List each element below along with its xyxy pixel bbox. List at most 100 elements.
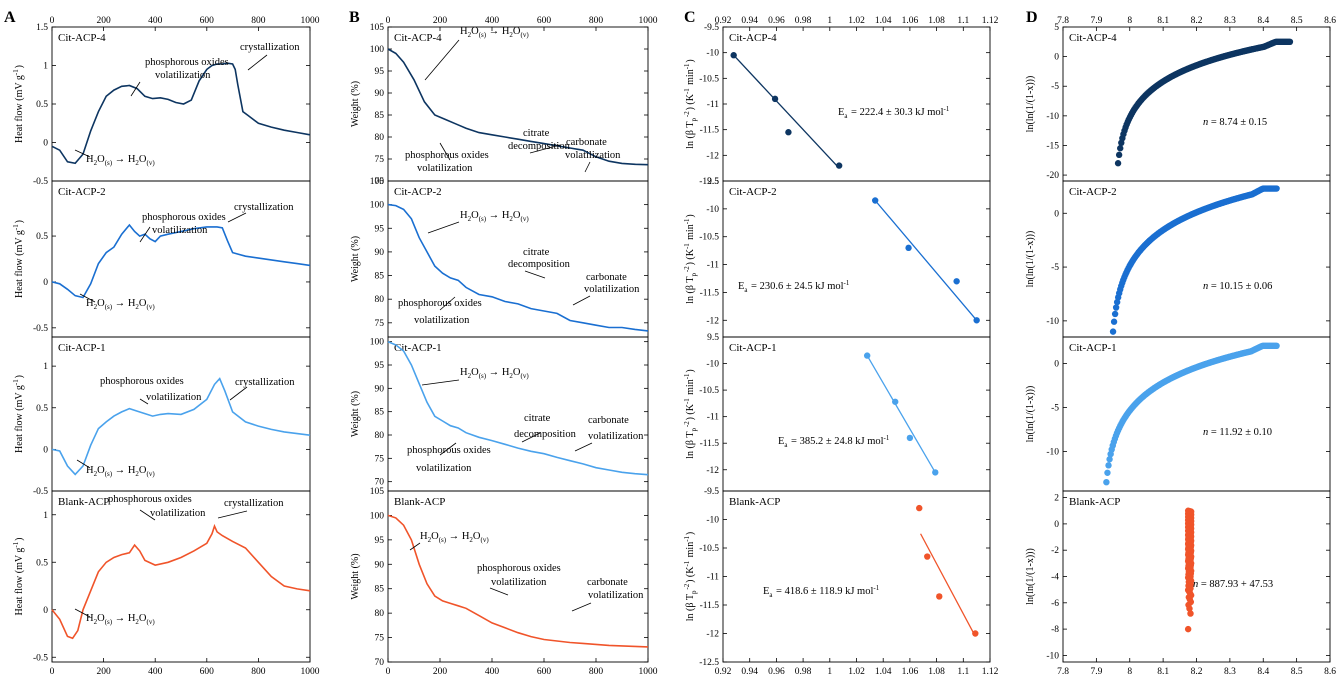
x-tick-label-bottom: 8.5 [1291,667,1303,677]
label-part: O [513,367,521,378]
label-part: a [769,591,773,599]
label-part: n [1203,281,1208,292]
label-part: O [471,367,479,378]
fit-line [920,533,976,637]
data-point [932,469,939,476]
label-part: ) [685,369,696,372]
y-axis-title: ln(ln(1/(1-x))) [1025,231,1036,288]
label-part: O [139,154,147,165]
x-tick-label-bottom: 0.92 [715,667,732,677]
x-tick-label-bottom: 0.94 [741,667,758,677]
y-tick-label: -10.5 [699,233,719,243]
y-tick-label: 95 [375,361,385,371]
label-part: -1 [12,224,20,230]
series-line [387,203,649,332]
x-tick-label-bottom: 600 [200,667,215,677]
annotation-leader [130,81,141,97]
label-part: 2 [469,536,473,544]
label-part: O [431,531,439,542]
annotation-leader [439,296,456,311]
annotation-leader [529,144,561,154]
y-axis-title: Weight (%) [350,236,361,282]
label-part: → H [486,26,510,37]
y-axis-title: Heat flow (mV g-1 ) [12,220,25,298]
y-tick-label: 0 [43,445,48,455]
label-part: 2 [428,536,432,544]
data-point [771,95,779,103]
x-tick-label-top: 1000 [301,16,320,26]
annotation-text: crystallization [234,202,294,213]
label-part: O [97,465,105,476]
y-tick-label: -11 [707,261,720,271]
label-part: O [471,26,479,37]
y-axis-title: Weight (%) [350,81,361,127]
activation-energy-label: Ea = 385.2 ± 24.8 kJ mol-1 [778,434,890,449]
x-tick-label-bottom: 600 [537,667,552,677]
y-tick-label: 1 [43,511,48,521]
y-tick-label: 0 [1054,359,1059,369]
y-tick-label: 0 [43,139,48,149]
annotation-text: phosphorous oxides [108,494,192,505]
y-tick-label: -4 [1051,573,1059,583]
y-tick-label: -11.5 [700,601,720,611]
annotation-leader [489,587,509,596]
annotation-text: phosphorous oxides [100,376,184,387]
y-tick-label: -8 [1051,625,1059,635]
y-axis-title: ln (β Tp -2 ) (K-1 min-1 ) [683,214,698,304]
water-transition-label: H2O(s) → H2O(v) [420,531,489,544]
panel-letter: A [4,9,16,26]
y-tick-label: -10.5 [699,386,719,396]
water-transition-label: H2O(s) → H2O(v) [460,26,529,39]
x-tick-label-bottom: 1.06 [902,667,919,677]
y-tick-label: -12 [706,316,719,326]
data-point [905,244,912,252]
x-tick-label-top: 8.5 [1291,16,1303,26]
label-part: = 230.6 ± 24.5 kJ mol [748,281,843,292]
x-tick-label-bottom: 1.12 [982,667,999,677]
y-tick-label: 90 [375,248,385,258]
y-tick-label: 90 [375,89,385,99]
label-part: → H [486,210,510,221]
label-part: 2 [94,470,98,478]
water-transition-label: H2O(s) → H2O(v) [86,298,155,311]
label-part: min [685,224,696,242]
x-tick-label-bottom: 8.1 [1157,667,1169,677]
label-part: O [97,613,105,624]
y-tick-label: -5 [1051,263,1059,273]
label-part: H [420,531,428,542]
annotation-leader [424,39,460,81]
y-axis-title: ln(ln(1/(1-x))) [1025,76,1036,133]
y-tick-label: -9.5 [704,23,719,33]
y-tick-label: -0.5 [33,653,48,663]
series-name: Blank-ACP [394,496,445,508]
series-line [51,62,311,165]
label-part: = 418.6 ± 118.9 kJ mol [773,586,873,597]
y-tick-label: 0.5 [36,558,48,568]
label-part: Heat flow (mV g [14,75,25,143]
subplot-cit-acp-2: -0.5 0 0.5 Heat flow (mV g-1 ) Cit-ACP-2 [12,180,311,338]
label-part: ln (β T [685,431,696,458]
annotation-leader [574,442,593,452]
y-tick-label: -10 [706,49,719,59]
series-line [387,340,649,476]
fit-line [866,355,936,473]
label-part: ) (K [685,248,696,265]
label-part: p [690,427,698,431]
y-tick-label: 95 [375,224,385,234]
series-line [51,223,311,299]
subplot-blank-acp: -0.5 0 0.5 1 Heat flow (mV g-1 ) Blank-ACP [12,490,311,663]
label-part: ) [14,538,25,541]
y-tick-label: 75 [375,634,385,644]
label-part: = 887.93 + 47.53 [1198,579,1273,590]
label-part: -2 [683,421,691,427]
y-tick-label: -11.5 [700,439,720,449]
data-point [1109,328,1117,335]
annotation-leader [74,608,91,618]
subplot-frame [1062,490,1331,663]
annotation-leader [524,270,546,279]
y-tick-label: 0 [1054,53,1059,63]
label-part: 2 [509,372,513,380]
annotation-leader [139,226,151,243]
label-part: H [460,26,468,37]
annotation-text: phosphorous oxides [142,212,226,223]
